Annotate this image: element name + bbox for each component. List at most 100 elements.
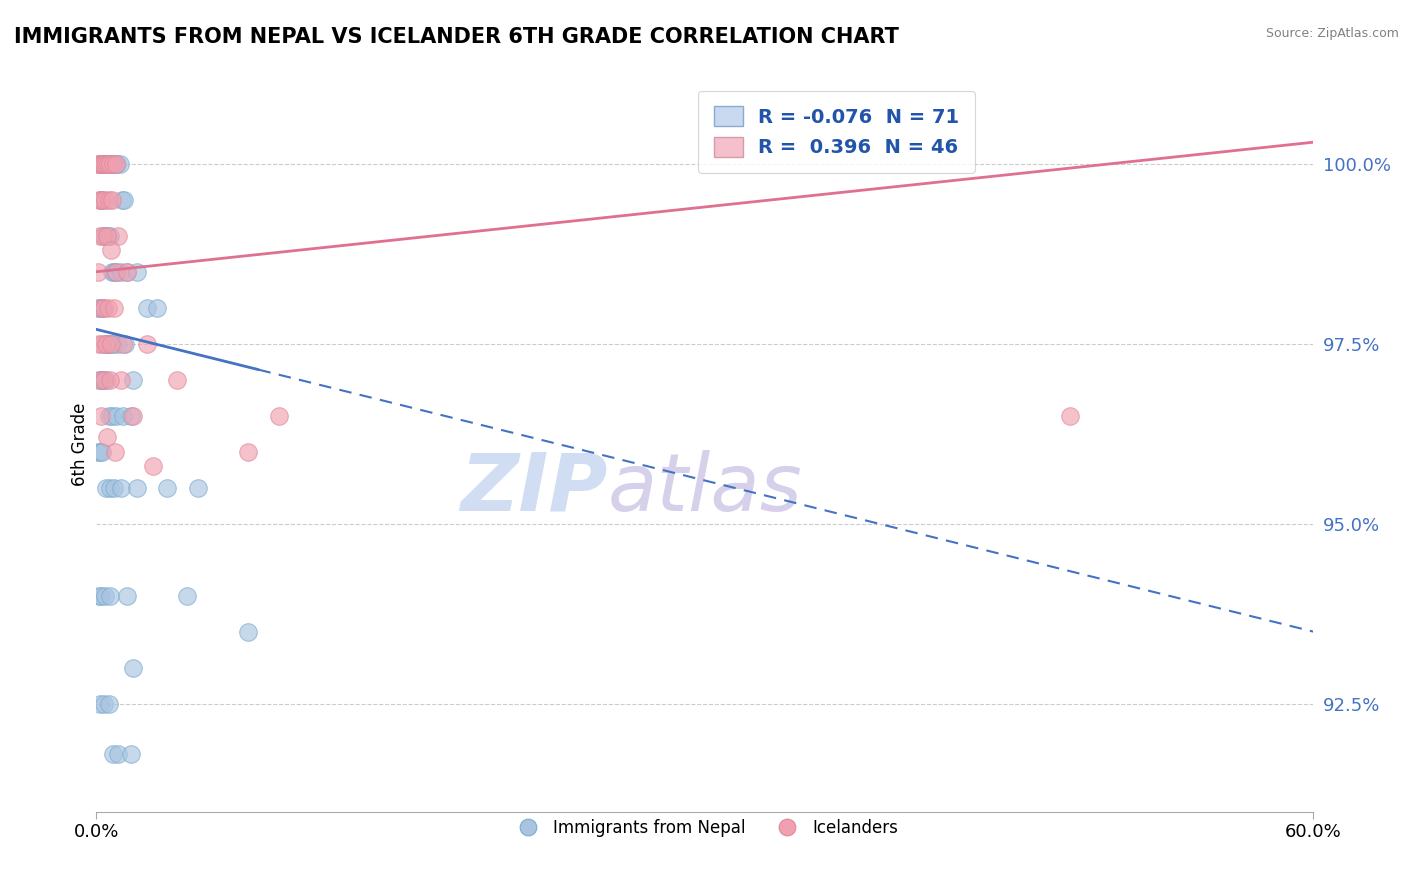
Point (89, 444, 111, 458)
Point (94, 193, 117, 207)
Point (100, 336, 122, 351)
Point (87, 301, 110, 315)
Point (121, 660, 143, 674)
Point (187, 481, 209, 495)
Point (100, 589, 122, 603)
Point (115, 265, 138, 279)
Point (101, 409, 124, 423)
Point (156, 481, 179, 495)
Point (96, 430, 118, 444)
Point (100, 481, 122, 495)
Point (112, 193, 135, 207)
Point (121, 409, 143, 423)
Point (176, 589, 198, 603)
Point (104, 444, 127, 458)
Point (103, 157, 125, 171)
Point (98, 697, 121, 711)
Point (93, 697, 115, 711)
Point (1059, 409, 1081, 423)
Legend: Immigrants from Nepal, Icelanders: Immigrants from Nepal, Icelanders (505, 813, 904, 844)
Point (97, 228, 120, 243)
Point (101, 265, 124, 279)
Point (100, 336, 122, 351)
Point (91, 228, 114, 243)
Point (98, 336, 121, 351)
Point (100, 243, 122, 257)
Point (115, 265, 138, 279)
Point (96, 157, 118, 171)
Point (90, 409, 112, 423)
Point (103, 481, 125, 495)
Point (90, 157, 112, 171)
Point (94, 157, 117, 171)
Point (105, 265, 128, 279)
Point (125, 265, 148, 279)
Point (107, 228, 129, 243)
Point (107, 336, 129, 351)
Y-axis label: 6th Grade: 6th Grade (72, 403, 89, 486)
Point (100, 157, 122, 171)
Point (103, 265, 125, 279)
Point (108, 157, 131, 171)
Point (146, 301, 169, 315)
Point (87, 265, 110, 279)
Point (100, 228, 122, 243)
Point (93, 157, 115, 171)
Point (110, 373, 132, 387)
Point (103, 157, 125, 171)
Point (110, 265, 132, 279)
Text: IMMIGRANTS FROM NEPAL VS ICELANDER 6TH GRADE CORRELATION CHART: IMMIGRANTS FROM NEPAL VS ICELANDER 6TH G… (14, 27, 898, 46)
Point (98, 193, 121, 207)
Point (91, 157, 114, 171)
Point (96, 228, 118, 243)
Point (120, 747, 142, 761)
Point (115, 589, 138, 603)
Point (90, 301, 112, 315)
Point (114, 336, 136, 351)
Point (89, 193, 111, 207)
Point (90, 373, 112, 387)
Point (103, 747, 125, 761)
Point (142, 458, 165, 473)
Point (89, 336, 111, 351)
Text: atlas: atlas (607, 450, 801, 527)
Point (96, 481, 118, 495)
Point (89, 157, 111, 171)
Point (90, 157, 112, 171)
Point (97, 157, 120, 171)
Point (101, 193, 124, 207)
Text: ZIP: ZIP (460, 450, 607, 527)
Text: Source: ZipAtlas.com: Source: ZipAtlas.com (1265, 27, 1399, 40)
Point (89, 157, 111, 171)
Point (107, 747, 129, 761)
Point (93, 228, 115, 243)
Point (96, 336, 118, 351)
Point (110, 193, 132, 207)
Point (238, 624, 260, 639)
Point (89, 373, 111, 387)
Point (91, 193, 114, 207)
Point (98, 157, 121, 171)
Point (94, 589, 117, 603)
Point (87, 157, 110, 171)
Point (96, 228, 118, 243)
Point (89, 228, 111, 243)
Point (107, 157, 129, 171)
Point (125, 481, 148, 495)
Point (90, 589, 112, 603)
Point (135, 301, 157, 315)
Point (100, 157, 122, 171)
Point (105, 157, 128, 171)
Point (96, 157, 118, 171)
Point (166, 373, 188, 387)
Point (120, 409, 142, 423)
Point (104, 157, 127, 171)
Point (91, 157, 114, 171)
Point (98, 409, 121, 423)
Point (94, 336, 117, 351)
Point (105, 409, 128, 423)
Point (135, 336, 157, 351)
Point (267, 409, 290, 423)
Point (93, 373, 115, 387)
Point (91, 193, 114, 207)
